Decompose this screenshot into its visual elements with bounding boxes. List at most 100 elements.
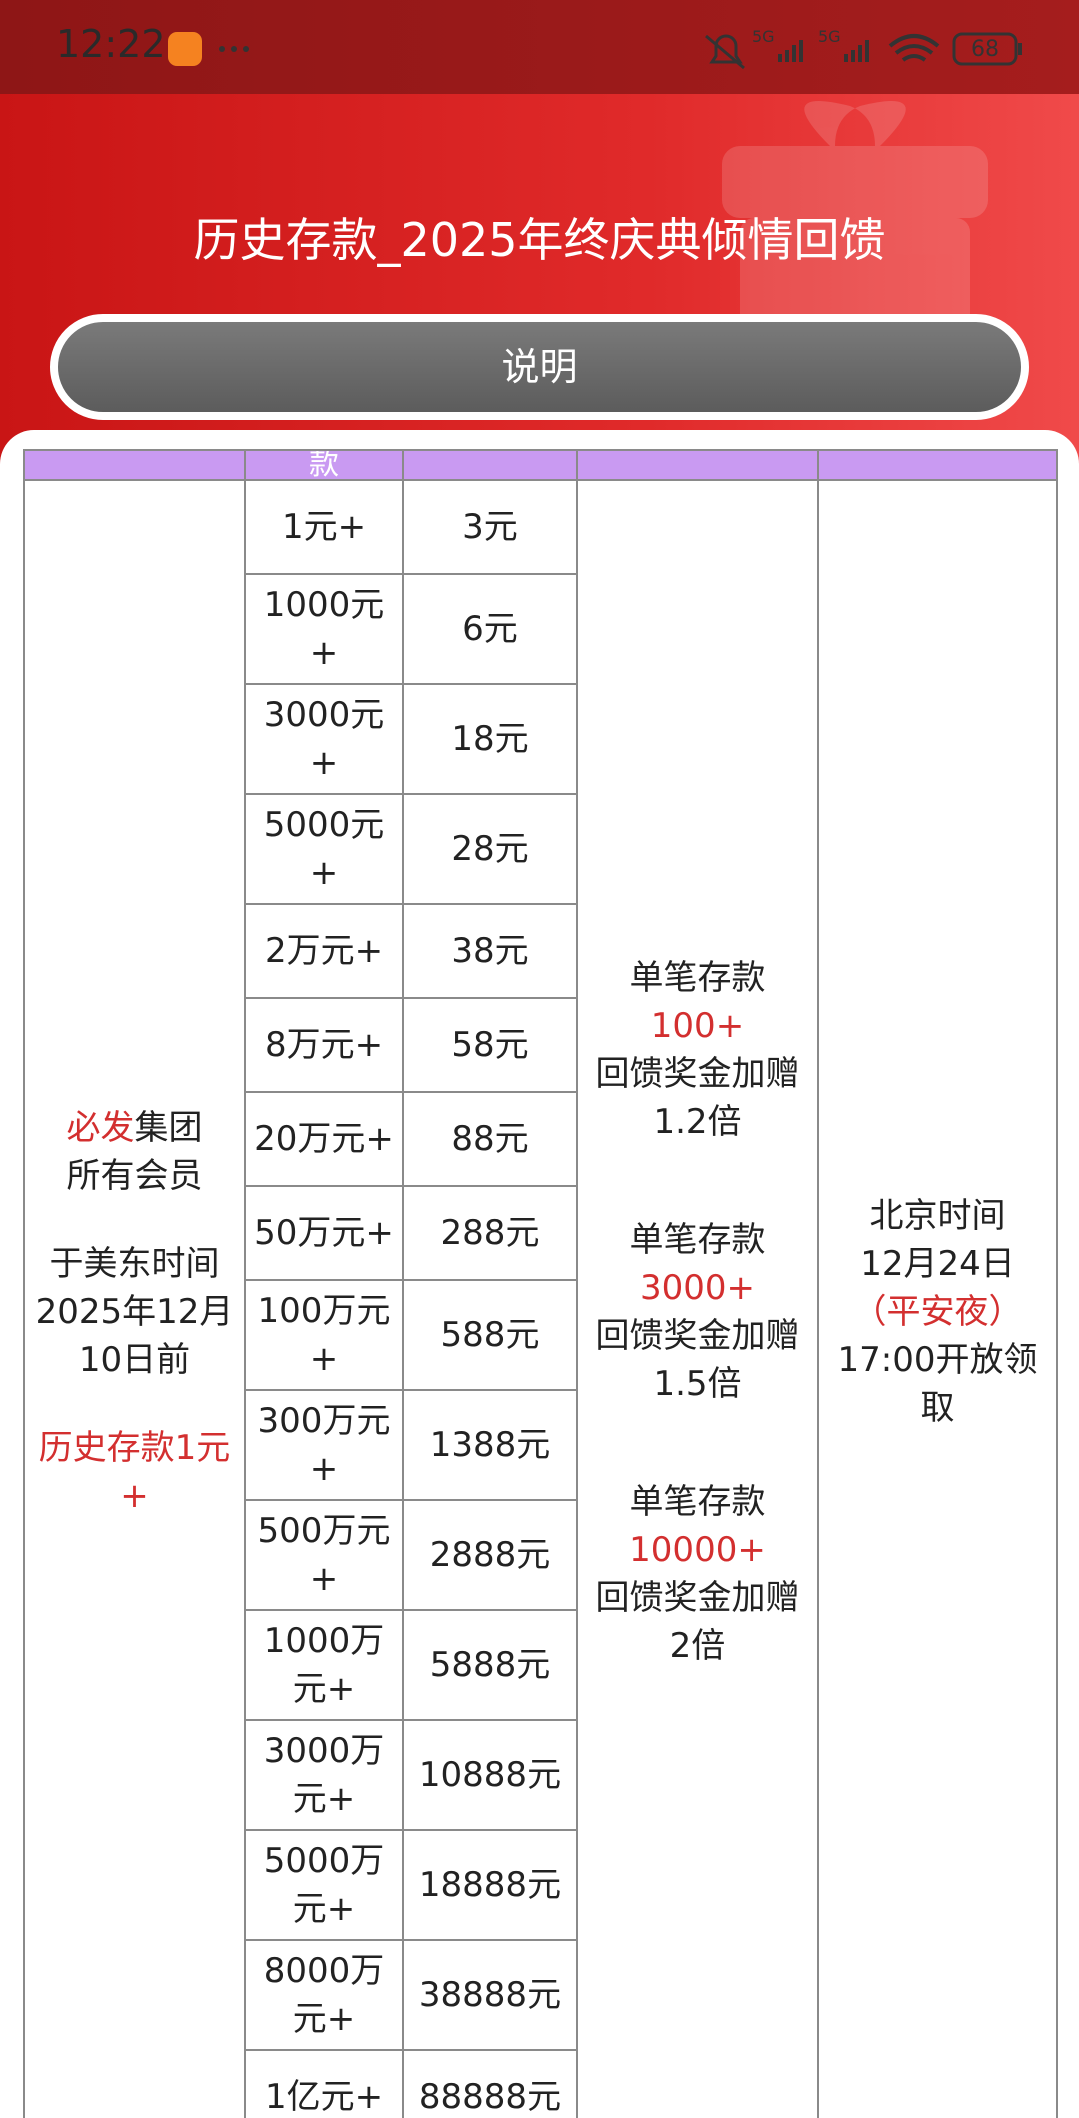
bonus-text: 回馈奖金加赠 <box>595 1578 800 1618</box>
tier-row: 500万元+ 2888元 <box>24 1499 1057 1611</box>
reward-amount: 88888元 <box>402 2049 578 2118</box>
reward-amount: 88元 <box>402 1091 578 1187</box>
header-text: 款 <box>309 450 339 480</box>
tier-row: 2万元+ 38元 <box>24 903 1057 999</box>
deposit-tier: 5000万元+ <box>244 1829 404 1941</box>
deposit-tier: 100万元+ <box>244 1279 404 1391</box>
tier-row: 1000元+ 6元 <box>24 573 1057 685</box>
bonus-block: 单笔存款 3000+ 回馈奖金加赠 1.5倍 <box>582 1216 813 1408</box>
network-label: 5G <box>818 27 841 46</box>
text-segment: 集团 <box>134 1108 203 1148</box>
reward-table: 款必发集团 所有会员 于美东时间 2025年12月 10日前 历史存款1元+ 1元+ 3元 单笔… <box>23 449 1058 2118</box>
deposit-tier: 50万元+ <box>244 1185 404 1281</box>
eligibility-line: 2025年12月 <box>29 1288 240 1336</box>
eligibility-paragraph: 历史存款1元+ <box>29 1424 240 1520</box>
text-segment: 必发 <box>66 1108 135 1148</box>
tier-row: 20万元+ 88元 <box>24 1091 1057 1187</box>
tier-row: 5000万元+ 18888元 <box>24 1829 1057 1941</box>
eligibility-paragraph: 于美东时间 2025年12月 10日前 <box>29 1240 240 1384</box>
reward-amount: 18888元 <box>402 1829 578 1941</box>
deposit-tier: 1元+ <box>244 479 404 575</box>
deposit-tier: 1000元+ <box>244 573 404 685</box>
deposit-tier: 2万元+ <box>244 903 404 999</box>
bonus-amount: 10000+ <box>629 1530 766 1570</box>
claim-line: 17:00开放领取 <box>823 1336 1052 1432</box>
deposit-tier: 3000万元+ <box>244 1719 404 1831</box>
battery-icon <box>952 32 1018 66</box>
clock: 12:22 <box>56 22 166 66</box>
deposit-tier: 1000万元+ <box>244 1609 404 1721</box>
reward-amount: 10888元 <box>402 1719 578 1831</box>
reward-amount: 6元 <box>402 573 578 685</box>
reward-amount: 58元 <box>402 997 578 1093</box>
claim-cell: 北京时间 12月24日 （平安夜） 17:00开放领取 <box>817 479 1058 2118</box>
status-bar: 12:22 5G 5G 68 <box>0 0 1079 94</box>
reward-amount: 288元 <box>402 1185 578 1281</box>
header-cell: 款 <box>244 449 404 481</box>
info-button[interactable]: 说明 <box>50 314 1029 420</box>
claim-line: （平安夜） <box>823 1288 1052 1336</box>
tier-row: 8000万元+ 38888元 <box>24 1939 1057 2051</box>
header-cell <box>402 449 578 481</box>
deposit-tier: 1亿元+ <box>244 2049 404 2118</box>
deposit-tier: 8000万元+ <box>244 1939 404 2051</box>
text-segment: 所有会员 <box>66 1156 203 1196</box>
tier-row: 必发集团 所有会员 于美东时间 2025年12月 10日前 历史存款1元+ 1元+ 3元 单笔存… <box>23 479 1058 2118</box>
reward-amount: 18元 <box>402 683 578 795</box>
mute-icon <box>705 34 745 70</box>
tier-row: 3000元+ 18元 <box>24 683 1057 795</box>
reward-amount: 38元 <box>402 903 578 999</box>
eligibility-cell: 必发集团 所有会员 于美东时间 2025年12月 10日前 历史存款1元+ <box>23 479 246 2118</box>
eligibility-line: 所有会员 <box>29 1152 240 1200</box>
tier-row: 3000万元+ 10888元 <box>24 1719 1057 1831</box>
status-icons: 5G 5G 68 <box>168 27 1022 70</box>
bonus-cell: 单笔存款 100+ 回馈奖金加赠 1.2倍 单笔存款 3000+ 回馈奖金加赠 1.5倍 单笔存… <box>576 479 819 2118</box>
page-title: 历史存款_2025年终庆典倾情回馈 <box>193 213 886 267</box>
bonus-block: 单笔存款 100+ 回馈奖金加赠 1.2倍 <box>582 954 813 1146</box>
app-icon <box>168 32 202 66</box>
bonus-multiplier: 1.2倍 <box>653 1102 742 1142</box>
reward-amount: 588元 <box>402 1279 578 1391</box>
bonus-label: 单笔存款 <box>629 1220 766 1260</box>
tier-row: 5000元+ 28元 <box>24 793 1057 905</box>
header-cell <box>576 449 819 481</box>
deposit-tier: 20万元+ <box>244 1091 404 1187</box>
tier-row: 50万元+ 288元 <box>24 1185 1057 1281</box>
bonus-label: 单笔存款 <box>629 958 766 998</box>
reward-amount: 38888元 <box>402 1939 578 2051</box>
deposit-tier: 500万元+ <box>244 1499 404 1611</box>
deposit-tier: 5000元+ <box>244 793 404 905</box>
tier-row: 8万元+ 58元 <box>24 997 1057 1093</box>
bonus-amount: 100+ <box>650 1006 745 1046</box>
header-cell <box>817 449 1058 481</box>
eligibility-line: 10日前 <box>29 1336 240 1384</box>
bonus-text: 回馈奖金加赠 <box>595 1054 800 1094</box>
tier-row: 300万元+ 1388元 <box>24 1389 1057 1501</box>
wifi-icon <box>888 34 940 62</box>
eligibility-paragraph: 必发集团 所有会员 <box>29 1104 240 1200</box>
deposit-tier: 8万元+ <box>244 997 404 1093</box>
bonus-text: 回馈奖金加赠 <box>595 1316 800 1356</box>
content-panel: 款必发集团 所有会员 于美东时间 2025年12月 10日前 历史存款1元+ 1元+ 3元 单笔… <box>0 430 1079 2118</box>
bonus-amount: 3000+ <box>639 1268 755 1308</box>
text-segment: 于美东时间 <box>49 1244 220 1284</box>
claim-line: 12月24日 <box>823 1240 1052 1288</box>
claim-line: 北京时间 <box>823 1192 1052 1240</box>
reward-amount: 1388元 <box>402 1389 578 1501</box>
battery-level: 68 <box>971 37 999 62</box>
text-segment: 17:00开放领取 <box>837 1340 1038 1428</box>
text-segment: 2025年12月 <box>35 1292 234 1332</box>
tier-row: 1000万元+ 5888元 <box>24 1609 1057 1721</box>
deposit-tier: 3000元+ <box>244 683 404 795</box>
header-cell <box>23 449 246 481</box>
eligibility-line: 必发集团 <box>29 1104 240 1152</box>
reward-amount: 2888元 <box>402 1499 578 1611</box>
bonus-block: 单笔存款 10000+ 回馈奖金加赠 2倍 <box>582 1478 813 1670</box>
bonus-label: 单笔存款 <box>629 1482 766 1522</box>
tier-row: 1亿元+ 88888元 <box>24 2049 1057 2118</box>
text-segment: 12月24日 <box>860 1244 1015 1284</box>
network-label: 5G <box>752 27 775 46</box>
bonus-multiplier: 2倍 <box>669 1626 726 1666</box>
reward-amount: 5888元 <box>402 1609 578 1721</box>
